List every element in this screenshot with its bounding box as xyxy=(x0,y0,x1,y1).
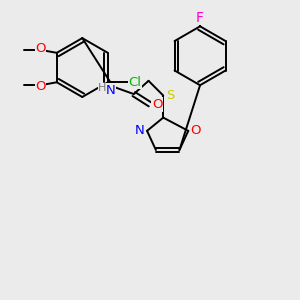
Text: Cl: Cl xyxy=(128,76,141,89)
Text: N: N xyxy=(106,84,116,97)
Text: O: O xyxy=(190,124,201,137)
Text: S: S xyxy=(167,89,175,102)
Text: F: F xyxy=(196,11,204,25)
Text: H: H xyxy=(98,83,106,94)
Text: N: N xyxy=(135,124,145,137)
Text: O: O xyxy=(35,80,46,93)
Text: O: O xyxy=(152,98,163,111)
Text: O: O xyxy=(35,42,46,55)
